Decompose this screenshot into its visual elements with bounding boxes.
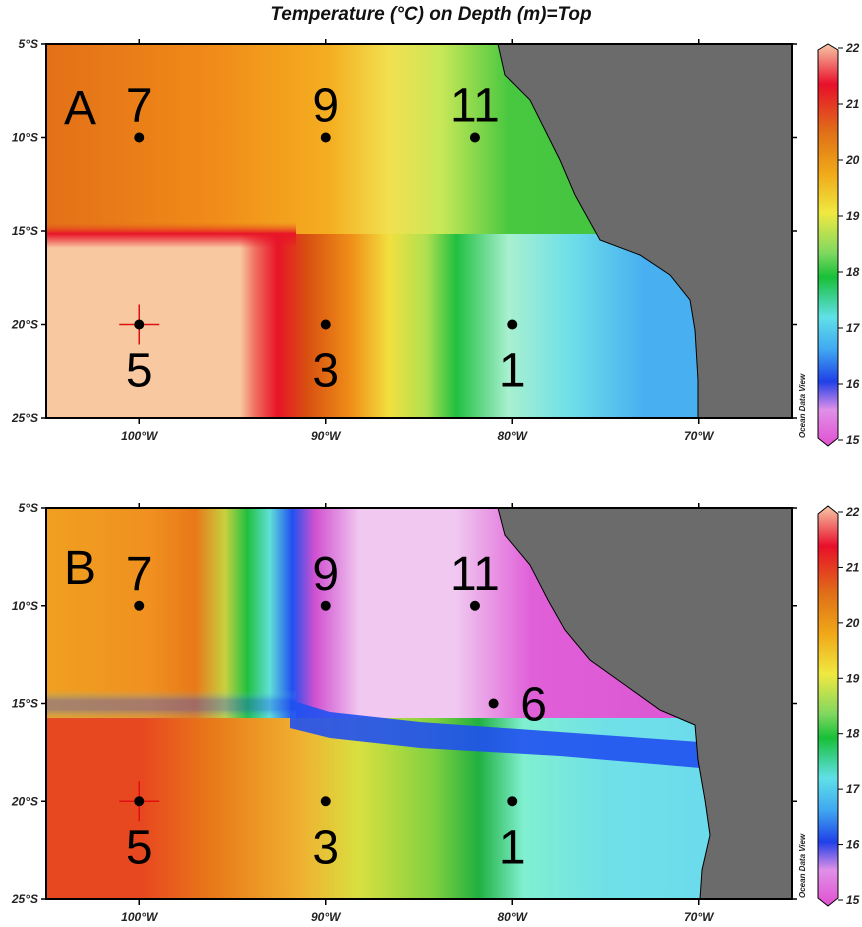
station-dot — [469, 600, 480, 611]
station-dot — [134, 319, 145, 330]
colorbar-tick-label: 18 — [846, 265, 860, 279]
y-tick-label: 25°S — [11, 411, 38, 425]
colorbar-b — [817, 505, 839, 907]
station-label: 6 — [520, 679, 547, 732]
front-b-glow — [46, 690, 296, 720]
station-dot — [488, 698, 499, 709]
stations-b: B 7 9 11 6 5 3 1 — [64, 542, 547, 874]
front-b — [290, 700, 700, 768]
land-a — [497, 44, 792, 418]
station-dot — [134, 132, 145, 143]
chart-title: Temperature (°C) on Depth (m)=Top — [270, 4, 592, 25]
y-tick-label: 5°S — [19, 37, 38, 51]
station-dot — [320, 600, 331, 611]
station-dot — [320, 796, 331, 807]
front-a — [46, 222, 296, 248]
land-b — [497, 508, 792, 899]
station-dot — [507, 319, 518, 330]
station-dot — [134, 796, 145, 807]
panel-letter: A — [64, 82, 96, 135]
station-label: 11 — [450, 80, 500, 133]
colorbar-ticks: 22 21 20 19 18 17 16 15 22 21 20 19 18 17 16 15 — [838, 41, 861, 907]
station-label: 3 — [312, 821, 339, 874]
panel-a — [46, 44, 792, 418]
y-tick-label: 20°S — [11, 318, 38, 332]
colorbar-a-bar — [817, 43, 839, 447]
station-label: 7 — [126, 548, 153, 601]
colorbar-tick-label: 15 — [846, 433, 860, 447]
station-dot — [320, 319, 331, 330]
station-label: 3 — [312, 345, 339, 398]
y-tick-label: 25°S — [11, 892, 38, 906]
colorbar-tick-label: 16 — [846, 838, 860, 852]
station-dot — [507, 796, 518, 807]
x-tick-label: 100°W — [121, 429, 159, 443]
colorbar-tick-label: 16 — [846, 377, 860, 391]
station-label: 1 — [499, 821, 526, 874]
colorbar-tick-label: 17 — [846, 782, 861, 796]
y-tick-label: 10°S — [12, 131, 38, 145]
colorbar-tick-label: 19 — [846, 209, 860, 223]
axes-a: 100°W 90°W 80°W 70°W 5°S 10°S 15°S 20°S 25°S — [11, 37, 797, 443]
colorbar-tick-label: 22 — [845, 505, 860, 519]
station-label: 11 — [450, 548, 500, 601]
station-dot — [469, 132, 480, 143]
y-tick-label: 15°S — [12, 697, 38, 711]
axes-b: 100°W 90°W 80°W 70°W 5°S 10°S 15°S 20°S 25°S — [11, 501, 797, 924]
y-tick-label: 20°S — [11, 794, 38, 808]
station-label: 9 — [312, 548, 339, 601]
station-label: 7 — [126, 80, 153, 133]
colorbar-a — [817, 43, 839, 447]
colorbar-tick-label: 21 — [845, 560, 860, 574]
colorbar-tick-label: 15 — [846, 893, 860, 907]
y-tick-label: 5°S — [19, 501, 38, 515]
x-tick-label: 80°W — [498, 910, 529, 924]
x-tick-label: 80°W — [498, 429, 529, 443]
colorbar-tick-label: 18 — [846, 727, 860, 741]
x-tick-label: 90°W — [311, 429, 342, 443]
y-tick-label: 15°S — [12, 224, 38, 238]
station-label: 5 — [126, 821, 153, 874]
colorbar-tick-label: 20 — [845, 153, 860, 167]
colorbar-b-bar — [817, 505, 839, 907]
y-tick-label: 10°S — [12, 599, 38, 613]
x-tick-label: 70°W — [684, 910, 715, 924]
colorbar-tick-label: 20 — [845, 616, 860, 630]
stations-a: A 7 9 11 5 3 1 — [64, 80, 526, 398]
station-dot — [134, 600, 145, 611]
panel-b — [46, 508, 792, 899]
station-label: 9 — [312, 80, 339, 133]
station-label: 1 — [499, 345, 526, 398]
station-dot — [320, 132, 331, 143]
x-tick-label: 90°W — [311, 910, 342, 924]
colorbar-tick-label: 17 — [846, 321, 861, 335]
colorbar-tick-label: 21 — [845, 97, 860, 111]
watermark-a: Ocean Data View — [798, 373, 807, 438]
x-tick-label: 70°W — [684, 429, 715, 443]
x-tick-label: 100°W — [121, 910, 159, 924]
panel-letter: B — [64, 542, 96, 595]
watermark-b: Ocean Data View — [798, 833, 807, 898]
station-label: 5 — [126, 345, 153, 398]
colorbar-tick-label: 22 — [845, 41, 860, 55]
colorbar-tick-label: 19 — [846, 671, 860, 685]
